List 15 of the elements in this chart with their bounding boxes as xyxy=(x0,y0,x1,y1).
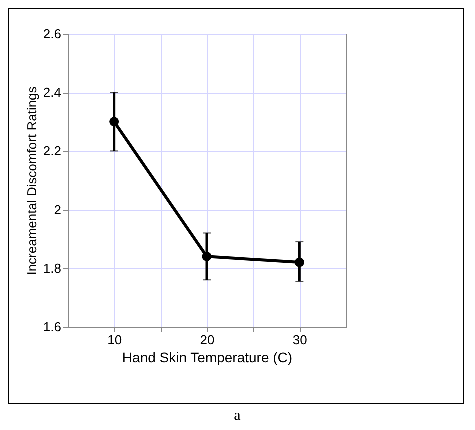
x-tick-label: 30 xyxy=(292,332,308,348)
y-tick-label: 2.6 xyxy=(43,26,62,42)
y-tick-label: 2 xyxy=(54,202,62,218)
x-tick-label: 10 xyxy=(108,332,122,348)
y-tick-label: 2.4 xyxy=(43,85,62,100)
x-tick-label: 20 xyxy=(200,332,215,348)
y-tick-label: 1.6 xyxy=(43,320,62,334)
text: a xyxy=(233,408,242,425)
y-axis-title: Increamental Discomfort Ratings xyxy=(24,86,40,276)
point xyxy=(294,258,304,268)
point xyxy=(110,117,120,127)
y-tick-label: 2.2 xyxy=(43,144,62,159)
x-axis-title: Hand Skin Temperature (C) xyxy=(122,350,293,366)
point xyxy=(202,252,212,262)
y-tick-label: 1.8 xyxy=(43,260,62,276)
